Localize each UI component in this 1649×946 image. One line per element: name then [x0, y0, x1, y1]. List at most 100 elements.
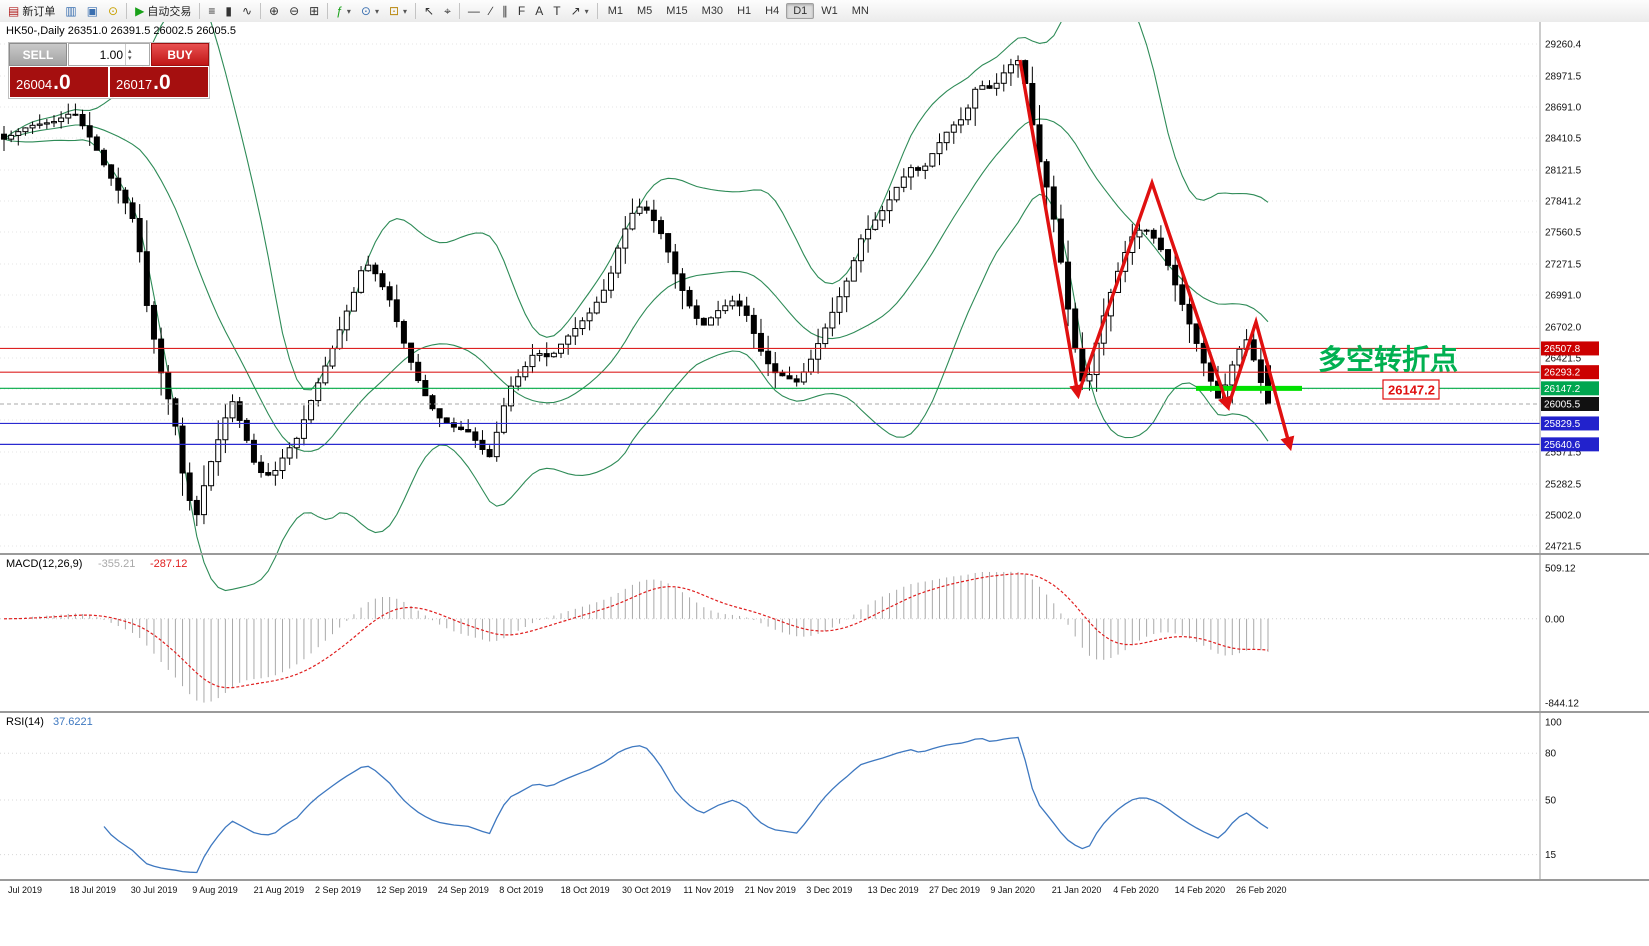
- crosshair-icon[interactable]: ⌖: [439, 3, 456, 19]
- autotrading-button[interactable]: ▶ 自动交易: [130, 1, 196, 21]
- indicators-button[interactable]: ƒ ▾: [331, 3, 356, 19]
- one-click-trading-panel: SELL ▴ ▾ BUY 26004 .0 26017 .0: [8, 42, 210, 99]
- date-axis-label: 9 Jan 2020: [990, 885, 1035, 895]
- profiles-icon[interactable]: ▣: [82, 3, 103, 19]
- cursor-icon: ↖: [424, 4, 435, 18]
- turning-point-annotation[interactable]: 多空转折点: [1318, 343, 1458, 375]
- volume-input[interactable]: [69, 44, 125, 65]
- candle-body: [1143, 229, 1150, 232]
- autotrading-button-label: 自动交易: [147, 6, 192, 18]
- timeframe-h4-button[interactable]: H4: [765, 5, 780, 17]
- buy-price[interactable]: 26017 .0: [110, 67, 208, 97]
- candle-body: [800, 371, 807, 383]
- bar-chart-icon[interactable]: ≡: [203, 3, 220, 19]
- rsi-axis-label: 15: [1545, 850, 1557, 861]
- candle-body: [679, 273, 686, 291]
- sell-price-main: 26004: [16, 77, 53, 92]
- timeframe-m5-button[interactable]: M5: [636, 5, 653, 17]
- date-axis-label: 2 Sep 2019: [315, 885, 361, 895]
- candlestick-chart-icon[interactable]: ▮: [220, 3, 237, 19]
- trend-arrow[interactable]: [1076, 177, 1232, 412]
- candle-body: [8, 134, 15, 140]
- candle-body: [529, 354, 536, 368]
- candle-body: [636, 206, 643, 214]
- sell-button[interactable]: SELL: [9, 43, 67, 66]
- timeframe-w1-button[interactable]: W1: [821, 5, 838, 17]
- price-axis-label: 26421.5: [1545, 353, 1582, 364]
- candle-body: [586, 312, 593, 322]
- cursor-icon[interactable]: ↖: [419, 3, 439, 19]
- candle-body: [1250, 339, 1257, 361]
- new-order-button[interactable]: ▤ 新订单: [3, 1, 60, 21]
- text-icon[interactable]: A: [530, 3, 548, 19]
- tile-windows-icon[interactable]: ⊞: [304, 3, 324, 19]
- periods-button: ⊙: [360, 4, 371, 18]
- candle-body: [929, 153, 936, 167]
- horizontal-line-icon[interactable]: —: [463, 3, 485, 19]
- trend-arrow[interactable]: [1226, 316, 1295, 452]
- zoom-out-icon[interactable]: ⊖: [284, 3, 304, 19]
- candle-body: [236, 401, 243, 421]
- candle-body: [1229, 364, 1236, 386]
- candle-body: [765, 350, 772, 365]
- periods-button[interactable]: ⊙ ▾: [356, 3, 384, 19]
- timeframe-m1-button[interactable]: M1: [607, 5, 623, 17]
- arrows-button[interactable]: ↗ ▾: [566, 3, 594, 19]
- candle-body: [836, 296, 843, 313]
- candle-body: [943, 131, 950, 144]
- zoom-in-icon[interactable]: ⊕: [264, 3, 284, 19]
- line-chart-icon[interactable]: ∿: [237, 3, 257, 19]
- candle-body: [15, 131, 22, 136]
- rsi-axis-label: 100: [1545, 718, 1562, 729]
- timeframe-m15-button[interactable]: M15: [666, 5, 688, 17]
- candle-body: [315, 382, 322, 402]
- timeframe-m30-button[interactable]: M30: [701, 5, 724, 17]
- volume-down-icon[interactable]: ▾: [128, 54, 132, 62]
- candle-body: [1150, 229, 1157, 239]
- sell-price[interactable]: 26004 .0: [10, 67, 108, 97]
- candle-body: [336, 329, 343, 350]
- price-chart[interactable]: 29260.4 28971.5 28691.0 28410.5 28121.5 27841…: [0, 22, 1649, 946]
- candle-body: [1193, 323, 1200, 344]
- date-axis-label: 30 Jul 2019: [131, 885, 178, 895]
- bar-chart-icon: ≡: [208, 4, 216, 18]
- candle-body: [915, 167, 922, 171]
- candle-body: [229, 401, 236, 419]
- text-label-icon: T: [553, 4, 561, 18]
- templates-button[interactable]: ⊡ ▾: [384, 3, 412, 19]
- fibonacci-icon[interactable]: F: [513, 3, 530, 19]
- candle-body: [172, 398, 179, 427]
- trend-arrow[interactable]: [1018, 59, 1084, 400]
- candle-body: [72, 113, 79, 116]
- price-callout-box[interactable]: [1382, 379, 1440, 400]
- trendline-icon[interactable]: ∕: [485, 3, 497, 19]
- toolbar-separator: [126, 3, 128, 19]
- equidistant-channel-icon[interactable]: ∥: [497, 3, 513, 19]
- chart-window-icon[interactable]: ▥: [60, 3, 81, 19]
- timeframe-h1-button[interactable]: H1: [737, 5, 752, 17]
- price-tag-26507.8: [1541, 341, 1599, 356]
- buy-button[interactable]: BUY: [151, 43, 209, 66]
- candle-body: [886, 199, 893, 212]
- text-label-icon[interactable]: T: [548, 3, 565, 19]
- volume-stepper[interactable]: ▴ ▾: [68, 43, 150, 66]
- refresh-icon[interactable]: ⊙: [103, 3, 123, 19]
- candle-body: [565, 335, 572, 345]
- date-axis-label: 18 Oct 2019: [561, 885, 610, 895]
- price-axis-label: 26702.0: [1545, 322, 1582, 333]
- price-tag-label: 25829.5: [1544, 419, 1581, 430]
- candle-body: [615, 247, 622, 274]
- volume-up-icon[interactable]: ▴: [128, 47, 132, 55]
- candle-body: [807, 358, 814, 373]
- candle-body: [793, 378, 800, 383]
- candle-body: [208, 461, 215, 487]
- crosshair-icon: ⌖: [444, 4, 451, 18]
- timeframe-mn-button[interactable]: MN: [851, 5, 869, 17]
- price-axis-label: 25571.5: [1545, 447, 1582, 458]
- candle-body: [100, 149, 107, 166]
- candle-body: [1179, 284, 1186, 305]
- candle-body: [286, 447, 293, 459]
- timeframe-d1-button[interactable]: D1: [786, 3, 815, 19]
- candle-body: [865, 228, 872, 240]
- candle-body: [979, 85, 986, 90]
